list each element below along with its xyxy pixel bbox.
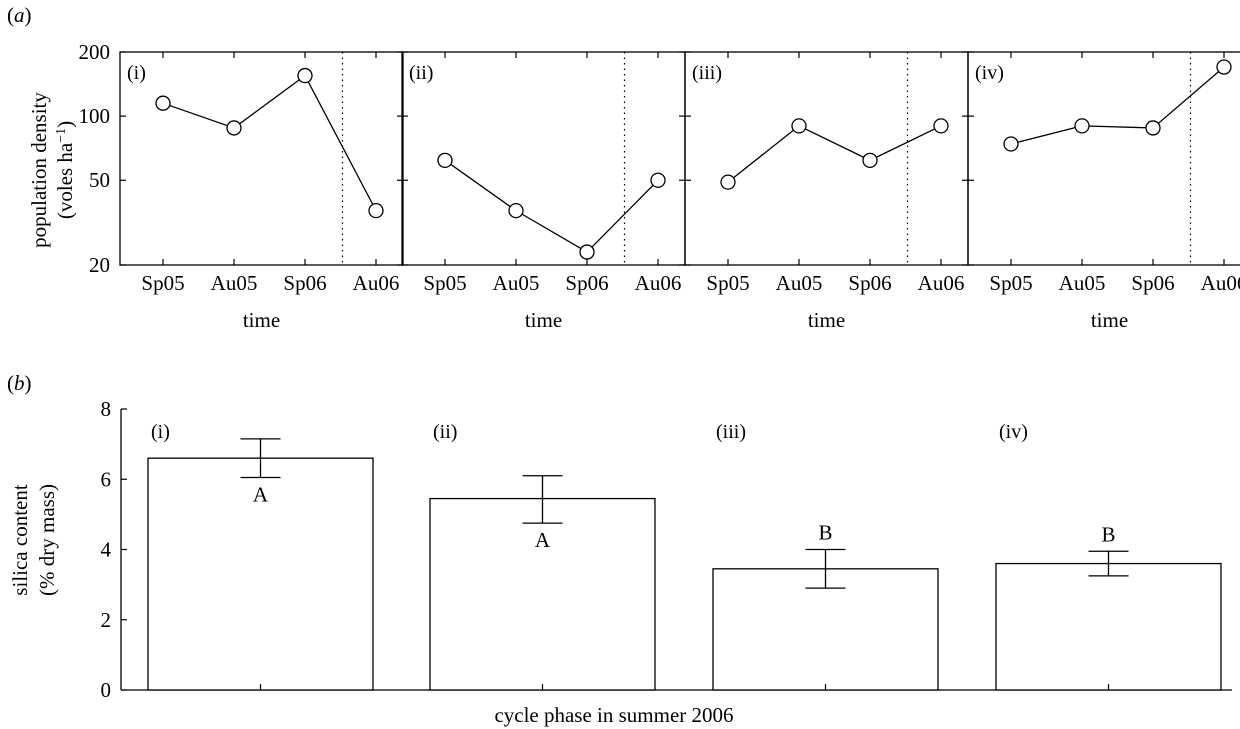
- line-panels: 20 50 100 200 Sp05 Au05 Sp06 Au06 (i) time Sp05 Au0…: [79, 40, 1240, 332]
- bar: [429, 497, 656, 691]
- top-y-tick-label: 100: [79, 104, 111, 128]
- x-tick-label: Au06: [353, 271, 400, 295]
- bar-category-label: (i): [151, 421, 170, 443]
- data-point: [226, 120, 242, 136]
- bar-x-axis-title: cycle phase in summer 2006: [494, 703, 733, 727]
- x-tick-label: Au05: [1059, 271, 1106, 295]
- x-tick-label: Sp06: [1131, 271, 1174, 295]
- x-tick-label: Sp06: [565, 271, 608, 295]
- x-tick-label: Sp06: [283, 271, 326, 295]
- bar-y-tick-label: 4: [101, 538, 112, 562]
- x-tick-label: Sp06: [848, 271, 891, 295]
- series-line: [444, 159, 659, 253]
- series-line: [727, 125, 942, 183]
- bar-y-tick-label: 0: [101, 678, 112, 702]
- bottom-y-axis-title-line2: (% dry mass): [35, 484, 59, 596]
- top-y-tick-label: 50: [89, 168, 110, 192]
- data-point: [155, 95, 171, 111]
- significance-letter: B: [818, 521, 832, 545]
- x-tick-label: Au06: [635, 271, 682, 295]
- x-tick-label: Au05: [776, 271, 823, 295]
- bar-category-label: (ii): [433, 421, 457, 443]
- panel-frame: [967, 51, 1240, 266]
- panel-a-letter: (a): [7, 3, 32, 27]
- data-point: [437, 152, 453, 168]
- series-line: [1010, 66, 1225, 145]
- top-y-axis-title-line1: population density: [27, 92, 51, 248]
- line-panel-3: Sp05 Au05 Sp06 Au06 (iii) time: [684, 51, 969, 332]
- bar: [995, 562, 1222, 691]
- top-y-axis-title: population density (voles ha−1): [27, 92, 77, 248]
- bar: [712, 568, 939, 691]
- data-point: [650, 172, 666, 188]
- x-axis-title: time: [525, 308, 562, 332]
- panel-tag: (iii): [692, 62, 722, 84]
- bar-category-label: (iii): [716, 421, 746, 443]
- panel-tag: (i): [127, 62, 146, 84]
- x-axis-title: time: [808, 308, 845, 332]
- data-point: [1145, 120, 1161, 136]
- x-tick-label: Au06: [1201, 271, 1240, 295]
- panel-tag: (ii): [409, 62, 433, 84]
- data-point: [862, 152, 878, 168]
- panel-frame: [684, 51, 969, 266]
- series-line: [162, 74, 377, 211]
- x-axis-title: time: [1091, 308, 1128, 332]
- significance-letter: A: [253, 482, 269, 506]
- x-tick-label: Sp05: [423, 271, 466, 295]
- significance-letter: B: [1101, 522, 1115, 546]
- data-point: [508, 202, 524, 219]
- top-y-tick-label: 200: [79, 40, 111, 64]
- x-tick-label: Sp05: [706, 271, 749, 295]
- data-point: [933, 118, 949, 134]
- bar-group-1: (i) A: [147, 421, 374, 691]
- x-tick-label: Sp05: [141, 271, 184, 295]
- data-point: [720, 174, 736, 190]
- data-point: [1003, 136, 1019, 152]
- bottom-y-axis-title: silica content (% dry mass): [8, 484, 59, 596]
- x-tick-label: Au05: [493, 271, 540, 295]
- top-y-axis-title-line2: (voles ha−1): [53, 121, 77, 219]
- significance-letter: A: [535, 528, 551, 552]
- data-point: [1216, 59, 1232, 75]
- x-tick-label: Au05: [211, 271, 258, 295]
- bar-group-2: (ii) A: [429, 421, 656, 691]
- bar-y-tick-label: 8: [101, 397, 112, 421]
- x-axis-title: time: [243, 308, 280, 332]
- line-panel-1: Sp05 Au05 Sp06 Au06 (i) time: [119, 51, 404, 332]
- line-panel-4: Sp05 Au05 Sp06 Au06 (iv) time: [967, 51, 1240, 332]
- bar-group-4: (iv) B: [995, 421, 1222, 691]
- data-point: [791, 118, 807, 134]
- panel-tag: (iv): [975, 62, 1004, 84]
- x-tick-label: Sp05: [989, 271, 1032, 295]
- data-point: [579, 244, 595, 260]
- bar-y-tick-label: 6: [101, 467, 112, 491]
- panel-frame: [119, 51, 404, 266]
- top-y-tick-label: 20: [89, 253, 110, 277]
- bar-group-3: (iii) B: [712, 421, 939, 691]
- panel-b-letter: (b): [7, 371, 32, 395]
- bar: [147, 457, 374, 691]
- data-point: [1074, 118, 1090, 134]
- bar-category-label: (iv): [999, 421, 1028, 443]
- data-point: [297, 67, 313, 84]
- bar-y-tick-label: 2: [101, 608, 112, 632]
- x-tick-label: Au06: [918, 271, 965, 295]
- bottom-y-axis-title-line1: silica content: [8, 484, 32, 596]
- line-panel-2: Sp05 Au05 Sp06 Au06 (ii) time: [401, 51, 686, 332]
- data-point: [368, 202, 384, 219]
